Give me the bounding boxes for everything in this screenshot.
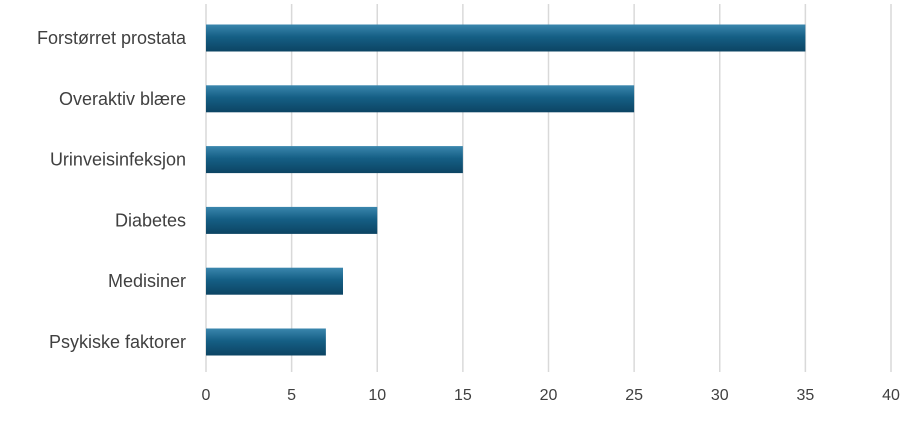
x-tick-label: 40	[882, 387, 900, 404]
x-tick-label: 35	[796, 387, 814, 404]
x-tick-label: 0	[202, 387, 211, 404]
bar	[206, 24, 806, 52]
category-label: Medisiner	[108, 271, 186, 291]
category-label: Psykiske faktorer	[49, 332, 186, 352]
bar	[206, 206, 378, 234]
x-tick-label: 5	[287, 387, 296, 404]
bar	[206, 85, 635, 113]
x-tick-label: 15	[454, 387, 472, 404]
x-tick-label: 30	[711, 387, 729, 404]
bar	[206, 328, 326, 356]
category-label: Forstørret prostata	[37, 28, 187, 48]
category-label: Overaktiv blære	[59, 89, 186, 109]
x-tick-label: 20	[540, 387, 558, 404]
bar	[206, 267, 343, 295]
category-labels: Forstørret prostata Overaktiv blære Urinve…	[37, 28, 187, 352]
bars	[206, 24, 806, 356]
x-tick-label: 25	[625, 387, 643, 404]
x-tick-label: 10	[368, 387, 386, 404]
bar	[206, 146, 463, 174]
category-label: Diabetes	[115, 210, 186, 230]
gridlines	[205, 4, 892, 372]
category-label: Urinveisinfeksjon	[50, 150, 186, 170]
x-axis-tick-labels: 0 5 10 15 20 25 30 35 40	[202, 387, 900, 404]
